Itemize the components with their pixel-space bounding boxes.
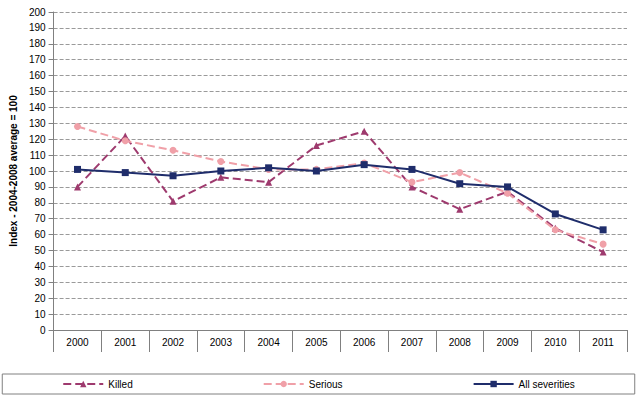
svg-text:170: 170 [29,54,46,65]
svg-text:130: 130 [29,118,46,129]
svg-text:2001: 2001 [114,337,137,348]
svg-text:80: 80 [34,197,46,208]
svg-text:2006: 2006 [353,337,376,348]
svg-text:10: 10 [34,309,46,320]
svg-text:Killed: Killed [108,379,132,390]
svg-text:2009: 2009 [496,337,519,348]
svg-text:All severities: All severities [519,379,575,390]
svg-text:2004: 2004 [257,337,280,348]
svg-text:30: 30 [34,277,46,288]
svg-text:2000: 2000 [66,337,89,348]
svg-text:Serious: Serious [309,379,343,390]
svg-text:0: 0 [40,325,46,336]
svg-text:180: 180 [29,38,46,49]
svg-text:120: 120 [29,134,46,145]
svg-text:60: 60 [34,229,46,240]
svg-text:160: 160 [29,70,46,81]
svg-text:90: 90 [34,181,46,192]
svg-text:2011: 2011 [592,337,614,348]
svg-text:2008: 2008 [449,337,472,348]
svg-text:150: 150 [29,86,46,97]
svg-text:50: 50 [34,245,46,256]
svg-text:140: 140 [29,102,46,113]
svg-text:2010: 2010 [544,337,567,348]
svg-text:Index - 2004-2008 average = 10: Index - 2004-2008 average = 100 [8,95,19,247]
svg-text:110: 110 [30,150,46,161]
svg-text:70: 70 [34,213,46,224]
svg-text:2002: 2002 [162,337,185,348]
svg-text:2007: 2007 [401,337,424,348]
svg-text:100: 100 [29,166,46,177]
svg-text:2003: 2003 [210,337,233,348]
svg-text:20: 20 [34,293,46,304]
svg-text:40: 40 [34,261,46,272]
svg-text:2005: 2005 [305,337,328,348]
svg-text:200: 200 [29,7,46,18]
svg-text:190: 190 [29,22,46,33]
